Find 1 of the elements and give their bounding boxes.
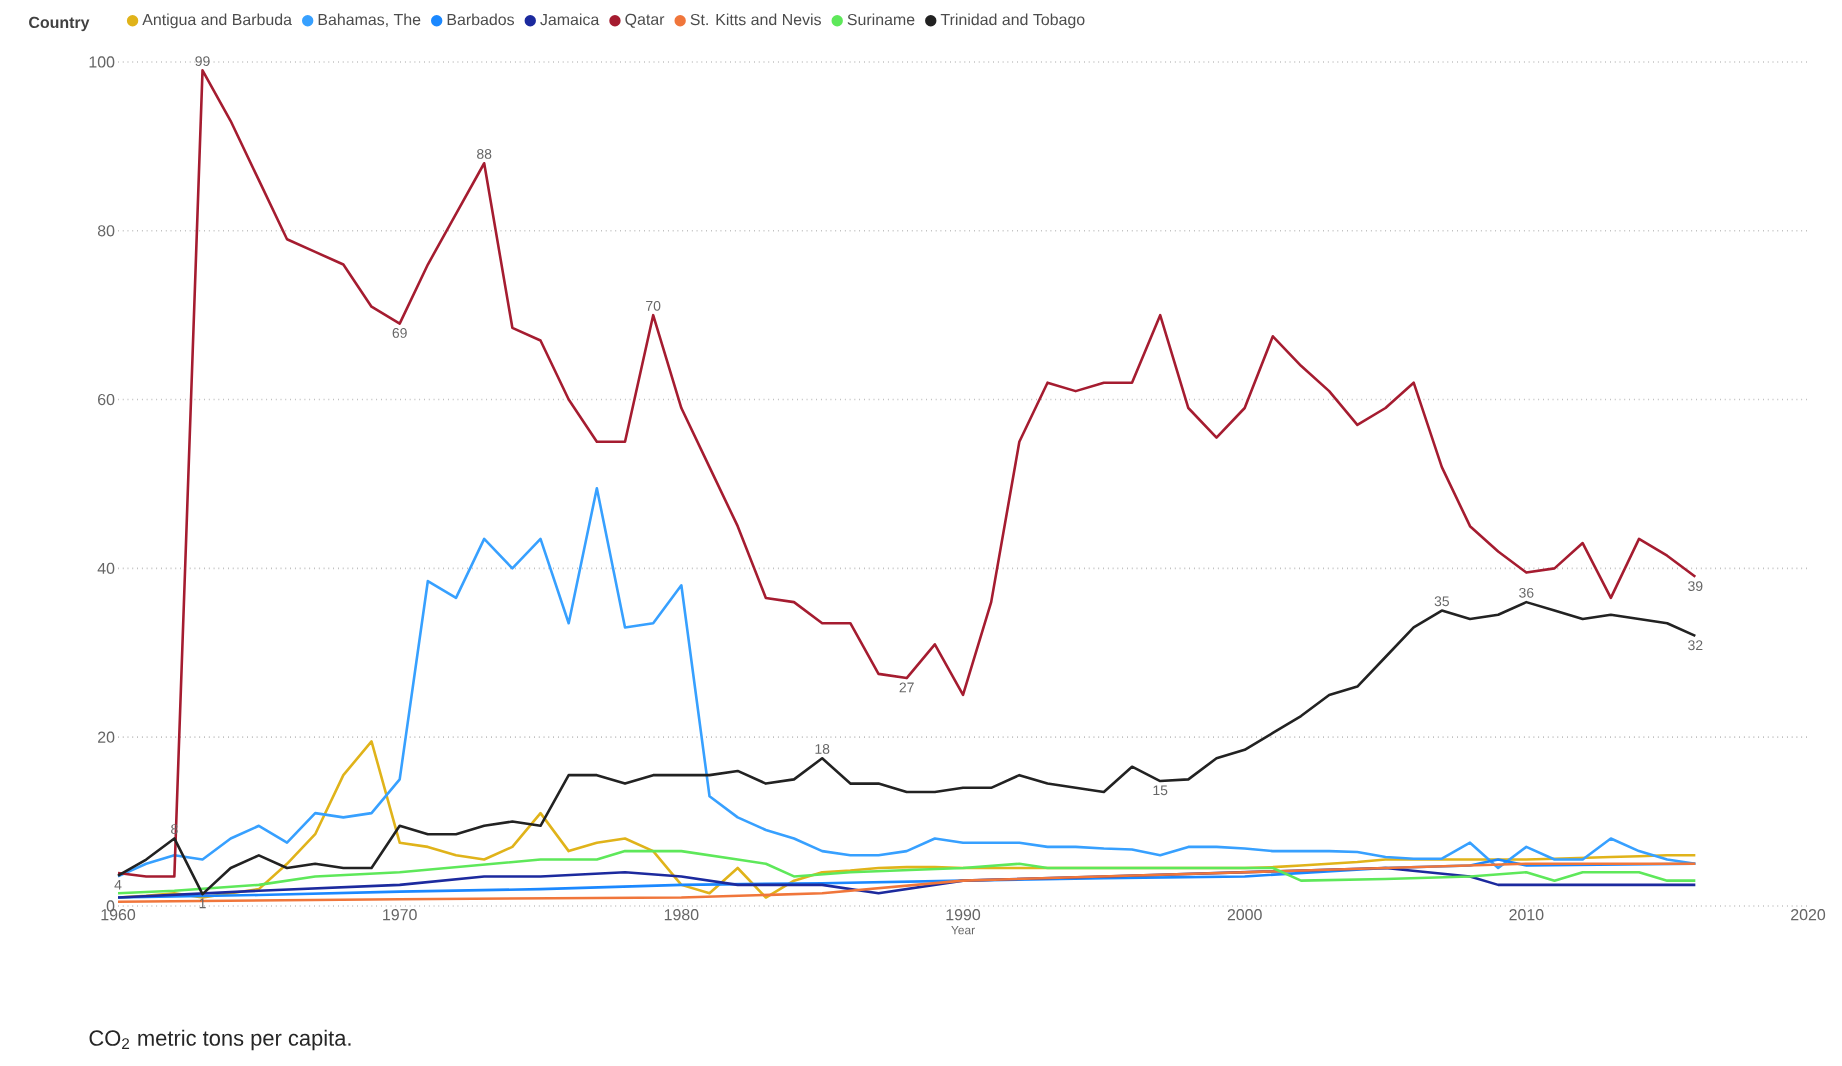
text: CO$_{2}$ metric tons per capita. xyxy=(89,1029,351,1051)
